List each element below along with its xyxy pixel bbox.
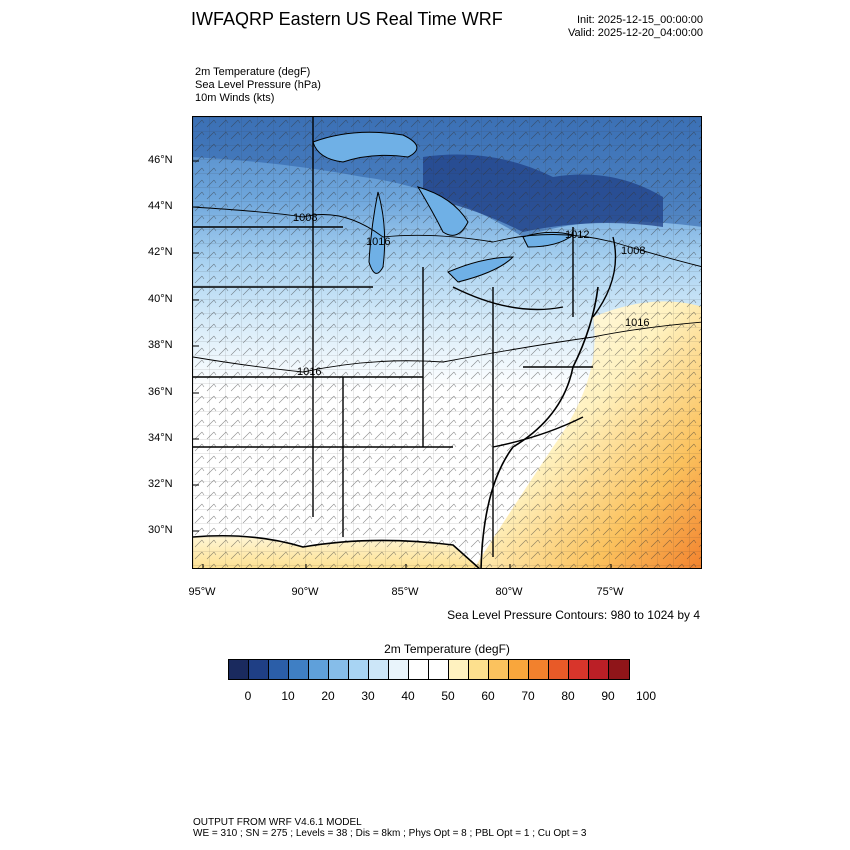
lon-label: 90°W: [291, 586, 319, 598]
colorbar-swatch: [249, 660, 269, 679]
wind-barbs: [193, 117, 701, 568]
lat-label: 44°N: [148, 200, 173, 212]
lat-label: 34°N: [148, 432, 173, 444]
pressure-label: 1016: [297, 366, 321, 378]
colorbar-swatch: [569, 660, 589, 679]
lon-label: 85°W: [391, 586, 419, 598]
pressure-label: 1016: [625, 317, 649, 329]
pressure-label: 1008: [621, 245, 645, 257]
colorbar-swatch: [589, 660, 609, 679]
slp-contour-note: Sea Level Pressure Contours: 980 to 1024…: [447, 608, 700, 622]
lat-label: 40°N: [148, 293, 173, 305]
colorbar-swatch: [329, 660, 349, 679]
pressure-labels: 1008 1016 1016 1016 1012 1008: [293, 212, 649, 378]
colorbar-tick-label: 70: [521, 689, 535, 703]
colorbar-tick-label: 40: [401, 689, 415, 703]
init-time: Init: 2025-12-15_00:00:00: [577, 14, 703, 26]
colorbar-title: 2m Temperature (degF): [384, 642, 510, 656]
lon-label: 75°W: [596, 586, 624, 598]
colorbar-swatch: [449, 660, 469, 679]
colorbar-swatch: [369, 660, 389, 679]
colorbar-tick-label: 90: [601, 689, 615, 703]
lake-superior: [312, 131, 418, 163]
colorbar-swatch: [469, 660, 489, 679]
colorbar-tick-label: 30: [361, 689, 375, 703]
colorbar-swatch: [349, 660, 369, 679]
field-label-winds: 10m Winds (kts): [195, 92, 275, 104]
colorbar-swatch: [549, 660, 569, 679]
colorbar-swatch: [429, 660, 449, 679]
colorbar-swatch: [609, 660, 629, 679]
valid-time: Valid: 2025-12-20_04:00:00: [568, 27, 703, 39]
colorbar-swatch: [389, 660, 409, 679]
model-info-line2: WE = 310 ; SN = 275 ; Levels = 38 ; Dis …: [193, 828, 587, 839]
colorbar-swatch: [229, 660, 249, 679]
pressure-label: 1008: [293, 212, 317, 224]
model-info-line1: OUTPUT FROM WRF V4.6.1 MODEL: [193, 817, 362, 828]
colorbar-tick-label: 100: [635, 689, 657, 703]
lon-label: 80°W: [495, 586, 523, 598]
colorbar-tick-label: 80: [561, 689, 575, 703]
colorbar-swatch: [309, 660, 329, 679]
field-label-pressure: Sea Level Pressure (hPa): [195, 79, 321, 91]
great-lakes: [312, 131, 575, 283]
field-label-temperature: 2m Temperature (degF): [195, 66, 311, 78]
colorbar-tick-label: 10: [281, 689, 295, 703]
colorbar-swatch: [529, 660, 549, 679]
lake-huron: [416, 186, 469, 236]
state-boundaries: [193, 117, 617, 557]
colorbar-tick-label: 50: [441, 689, 455, 703]
colorbar-swatch: [269, 660, 289, 679]
lat-label: 36°N: [148, 386, 173, 398]
lat-label: 32°N: [148, 478, 173, 490]
temperature-map: 1008 1016 1016 1016 1012 1008: [193, 117, 701, 568]
lon-label: 95°W: [188, 586, 216, 598]
lat-label: 46°N: [148, 154, 173, 166]
colorbar-tick-label: 60: [481, 689, 495, 703]
colorbar-tick-label: 0: [244, 689, 252, 703]
gulf-coastline: [193, 534, 480, 568]
pressure-label: 1016: [366, 236, 390, 248]
map-ticks: [193, 160, 612, 568]
map-panel: 1008 1016 1016 1016 1012 1008: [192, 116, 702, 569]
pressure-isobars: [193, 206, 701, 373]
lake-erie: [447, 256, 515, 283]
temperature-colorbar: [228, 659, 630, 680]
colorbar-swatch: [489, 660, 509, 679]
colorbar-tick-label: 20: [321, 689, 335, 703]
lat-label: 42°N: [148, 246, 173, 258]
colorbar-swatch: [509, 660, 529, 679]
lat-label: 30°N: [148, 524, 173, 536]
lat-label: 38°N: [148, 339, 173, 351]
colorbar-swatch: [409, 660, 429, 679]
east-coastline: [480, 286, 599, 568]
plot-title: IWFAQRP Eastern US Real Time WRF: [191, 9, 503, 29]
colorbar-swatch: [289, 660, 309, 679]
pressure-label: 1012: [565, 229, 589, 241]
